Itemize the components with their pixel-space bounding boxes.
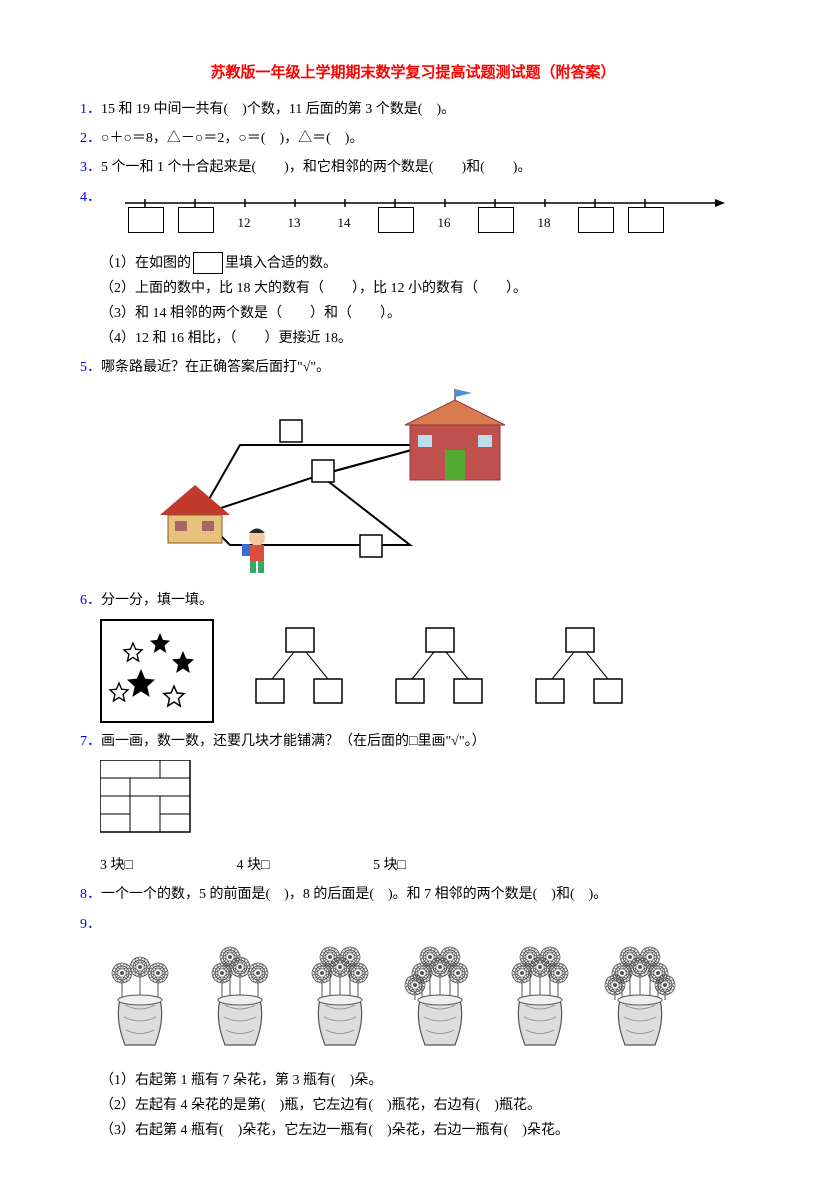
- nl-14: 14: [338, 211, 351, 234]
- tile-grid: [100, 760, 746, 849]
- qnum-9: 9．: [80, 917, 101, 932]
- qnum-6: 6．: [80, 593, 101, 608]
- nl-blank-15: [378, 207, 414, 233]
- question-8: 8．一个一个的数，5 的前面是( )，8 的后面是( )。和 7 相邻的两个数是…: [80, 882, 746, 907]
- route-diagram: [140, 385, 746, 584]
- qnum-4: 4．: [80, 190, 101, 205]
- tree-1: [244, 623, 354, 718]
- nl-12: 12: [238, 211, 251, 234]
- nl-blank-10: [128, 207, 164, 233]
- q5-text: 哪条路最近？在正确答案后面打"√"。: [101, 360, 330, 375]
- q4-sub2: （2）上面的数中，比 18 大的数有（ ），比 12 小的数有（ ）。: [100, 276, 746, 301]
- q7-opt1: 3 块□: [100, 858, 133, 873]
- flower-pot-6: [600, 945, 682, 1060]
- question-6: 6．分一分，填一填。: [80, 588, 746, 613]
- qnum-1: 1．: [80, 102, 101, 117]
- qnum-3: 3．: [80, 160, 101, 175]
- question-2: 2．○＋○＝8，△－○＝2，○＝( )，△＝( )。: [80, 126, 746, 151]
- star-box: [100, 619, 214, 723]
- flower-pot-5: [500, 945, 582, 1060]
- q7-opt2: 4 块□: [236, 858, 269, 873]
- q1-text: 15 和 19 中间一共有( )个数，11 后面的第 3 个数是( )。: [101, 102, 455, 117]
- nl-blank-11: [178, 207, 214, 233]
- flower-pot-4: [400, 945, 482, 1060]
- tree-3: [524, 623, 634, 718]
- question-3: 3．5 个一和 1 个十合起来是( )，和它相邻的两个数是( )和( )。: [80, 155, 746, 180]
- q4-sub4: （4）12 和 16 相比，（ ）更接近 18。: [100, 326, 746, 351]
- number-line-diagram: 12 13 14 16 18: [125, 193, 725, 243]
- q7-opt3: 5 块□: [373, 858, 406, 873]
- q7-options: 3 块□ 4 块□ 5 块□: [100, 853, 746, 878]
- question-7: 7．画一画，数一数，还要几块才能铺满？（在后面的□里画"√"。）: [80, 729, 746, 754]
- nl-blank-17: [478, 207, 514, 233]
- nl-blank-20: [628, 207, 664, 233]
- nl-16: 16: [438, 211, 451, 234]
- q2-text: ○＋○＝8，△－○＝2，○＝( )，△＝( )。: [101, 131, 363, 146]
- q9-sub2: （2）左起有 4 朵花的是第( )瓶，它左边有( )瓶花，右边有( )瓶花。: [100, 1093, 746, 1118]
- q8-text: 一个一个的数，5 的前面是( )，8 的后面是( )。和 7 相邻的两个数是( …: [101, 887, 607, 902]
- stars-and-trees: [100, 619, 746, 723]
- page-title: 苏教版一年级上学期期末数学复习提高试题测试题（附答案）: [80, 60, 746, 87]
- tree-2: [384, 623, 494, 718]
- nl-18: 18: [538, 211, 551, 234]
- nl-blank-19: [578, 207, 614, 233]
- q9-sub3: （3）右起第 4 瓶有( )朵花，它左边一瓶有( )朵花，右边一瓶有( )朵花。: [100, 1118, 746, 1143]
- flower-pots-row: [100, 945, 746, 1060]
- question-9: 9．: [80, 912, 746, 937]
- flower-pot-1: [100, 945, 182, 1060]
- q7-text: 画一画，数一数，还要几块才能铺满？（在后面的□里画"√"。）: [101, 734, 486, 749]
- q9-sub1: （1）右起第 1 瓶有 7 朵花，第 3 瓶有( )朵。: [100, 1068, 746, 1093]
- qnum-7: 7．: [80, 734, 101, 749]
- question-5: 5．哪条路最近？在正确答案后面打"√"。: [80, 355, 746, 380]
- flower-pot-3: [300, 945, 382, 1060]
- q4-sub3: （3）和 14 相邻的两个数是（ ）和（ ）。: [100, 301, 746, 326]
- q6-text: 分一分，填一填。: [101, 593, 213, 608]
- q4-sub1: （1）在如图的里填入合适的数。: [100, 251, 746, 276]
- nl-13: 13: [288, 211, 301, 234]
- q3-text: 5 个一和 1 个十合起来是( )，和它相邻的两个数是( )和( )。: [101, 160, 531, 175]
- blank-box-icon: [193, 252, 223, 274]
- flower-pot-2: [200, 945, 282, 1060]
- qnum-8: 8．: [80, 887, 101, 902]
- question-4: 4． 12 13 14 16 18: [80, 185, 746, 247]
- qnum-5: 5．: [80, 360, 101, 375]
- question-1: 1．15 和 19 中间一共有( )个数，11 后面的第 3 个数是( )。: [80, 97, 746, 122]
- qnum-2: 2．: [80, 131, 101, 146]
